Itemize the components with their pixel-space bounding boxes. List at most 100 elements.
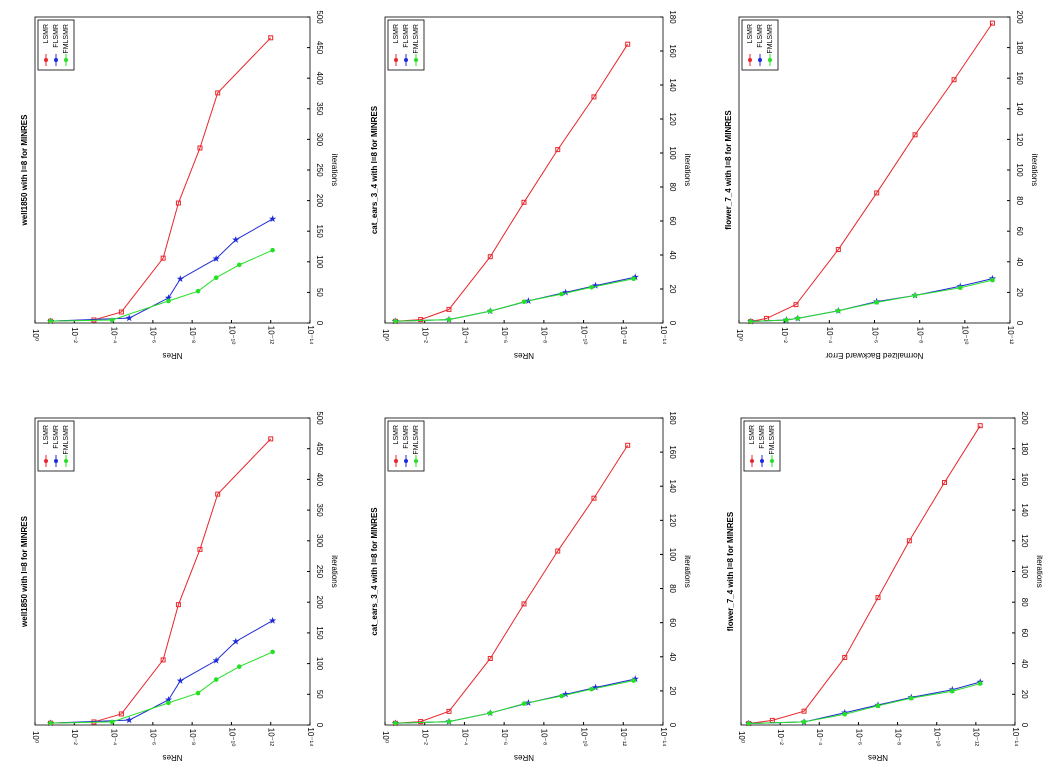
legend-label: FLSMR (403, 425, 410, 449)
y-tick-label: 80 (668, 584, 677, 593)
marker (393, 720, 398, 726)
y-tick-label: 40 (668, 251, 677, 260)
y-tick-label: 160 (668, 44, 677, 58)
marker (957, 285, 963, 291)
legend-swatch (64, 459, 68, 463)
x-tick-label: 10⁻⁶ (149, 327, 158, 343)
legend-swatch (404, 58, 408, 62)
y-tick-label: 300 (315, 133, 324, 147)
y-tick-label: 400 (315, 473, 324, 487)
marker (446, 708, 452, 714)
marker (906, 538, 912, 544)
y-tick-label: 140 (1020, 503, 1029, 517)
legend-swatch (770, 459, 774, 463)
x-tick-label: 10⁻² (70, 729, 79, 745)
marker (746, 721, 752, 726)
y-tick-label: 200 (315, 194, 324, 208)
marker (487, 308, 493, 314)
marker (197, 145, 203, 151)
marker (977, 681, 983, 686)
marker (195, 288, 201, 294)
marker (591, 281, 600, 289)
plot-frame (384, 16, 664, 324)
marker (118, 711, 124, 717)
marker (977, 423, 983, 429)
chart-title: cat_ears_3_4 with l=8 for MINRES (370, 105, 379, 234)
y-tick-label: 100 (1015, 163, 1024, 177)
x-tick-label: 10⁰ (381, 329, 390, 341)
x-tick-label: 10⁻² (776, 729, 785, 745)
marker (270, 247, 275, 253)
y-tick-label: 200 (1020, 411, 1029, 425)
marker (875, 595, 881, 601)
marker (555, 147, 561, 153)
x-tick-label: 10⁻¹² (972, 728, 981, 747)
marker (801, 708, 807, 714)
marker (109, 317, 115, 323)
y-tick-label: 400 (315, 72, 324, 86)
x-tick-label: 10⁰ (31, 329, 40, 341)
marker (269, 616, 277, 624)
marker (213, 677, 219, 682)
y-tick-label: 0 (315, 321, 324, 326)
y-tick-label: 40 (1020, 659, 1029, 668)
x-tick-label: 10⁻² (421, 327, 430, 343)
legend-swatch (394, 58, 398, 62)
marker (164, 696, 173, 703)
marker (418, 317, 424, 323)
x-tick-label: 10⁻⁸ (540, 729, 549, 746)
y-tick-label: 160 (1020, 473, 1029, 487)
marker (212, 656, 220, 664)
x-tick-label: 10⁻¹² (619, 326, 628, 345)
y-tick-label: 100 (668, 146, 677, 160)
y-tick-label: 140 (668, 78, 677, 92)
marker (559, 693, 564, 699)
series-line (50, 438, 272, 724)
y-tick-label: 0 (668, 723, 677, 728)
legend-label: LSMR (393, 425, 400, 444)
legend-label: FMLSMR (63, 425, 70, 455)
x-tick-label: 10⁻⁴ (460, 327, 469, 344)
legend-label: FMLSMR (413, 24, 420, 54)
marker (236, 664, 242, 669)
series-line (395, 678, 636, 724)
y-tick-label: 0 (1015, 321, 1024, 326)
legend-label: LSMR (393, 24, 400, 43)
marker (164, 294, 173, 301)
marker (176, 676, 184, 684)
y-axis-label: iterations (1030, 154, 1039, 186)
x-tick-label: 10⁻⁶ (149, 729, 158, 745)
marker (521, 601, 527, 607)
y-tick-label: 160 (668, 445, 677, 459)
legend-swatch (404, 459, 408, 463)
x-tick-label: 10⁰ (737, 731, 746, 743)
x-tick-label: 10⁻⁶ (854, 729, 863, 745)
marker (195, 690, 201, 696)
chart: 10⁰ 10⁻² 10⁻⁴ 10⁻⁶ 10⁻⁸ 10⁻¹⁰ 10⁻¹² 10⁻¹⁴0 50 100… (20, 411, 339, 762)
y-tick-label: 0 (668, 321, 677, 326)
x-tick-label: 10⁻¹⁴ (306, 325, 315, 345)
y-tick-label: 200 (1015, 10, 1024, 24)
y-tick-label: 20 (1020, 690, 1029, 699)
plot-frame (740, 417, 1016, 726)
x-tick-label: 10⁰ (735, 329, 744, 341)
marker (118, 309, 124, 315)
x-axis-label: NRes (162, 351, 182, 360)
legend-label: FMLSMR (769, 425, 776, 455)
y-tick-label: 450 (315, 41, 324, 55)
y-tick-label: 250 (315, 565, 324, 579)
x-tick-label: 10⁻¹⁰ (227, 728, 236, 747)
series-line (50, 620, 273, 724)
x-tick-label: 10⁻⁶ (500, 729, 509, 745)
x-tick-label: 10⁻⁸ (540, 327, 549, 344)
legend-swatch (44, 58, 48, 62)
marker (166, 700, 171, 706)
marker (562, 690, 570, 698)
y-tick-label: 500 (315, 411, 324, 425)
marker (591, 94, 597, 100)
marker (175, 602, 181, 608)
marker (874, 300, 879, 305)
chart-title: well1850 with l=8 for MINRES (20, 515, 29, 628)
marker (48, 720, 53, 726)
